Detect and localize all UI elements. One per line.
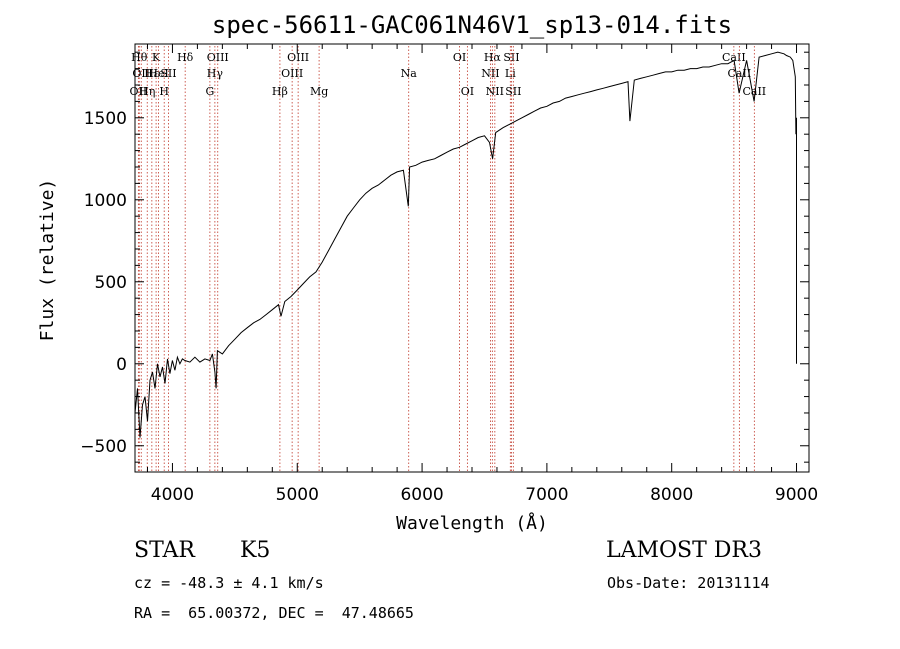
spectral-line-label: OI: [453, 51, 466, 64]
spectral-line-label: Hδ: [177, 51, 194, 64]
y-tick-label: −500: [80, 437, 127, 457]
spectral-line-label: Hγ: [207, 67, 224, 80]
x-tick-label: 8000: [650, 485, 693, 505]
survey-label: LAMOST DR3: [606, 538, 762, 563]
spectral-line-label: Hβ: [272, 85, 288, 98]
spectral-line-label: Hη: [139, 85, 155, 98]
axis-ticks-layer: 4000 5000 6000 7000 8000 9000 −500 0 500 1000 1500: [80, 44, 818, 505]
chart-title: spec-56611-GAC061N46V1_sp13-014.fits: [212, 11, 732, 39]
spectral-line-label: OIII: [281, 67, 303, 80]
spectral-line-label: CaII: [728, 67, 752, 80]
spectral-line-label: OII: [132, 67, 150, 80]
spectral-line-label: HeI: [148, 67, 168, 80]
y-tick-label: 500: [95, 273, 127, 293]
spectral-line-label: CaII: [742, 85, 766, 98]
redshift-text: cz = -48.3 ± 4.1 km/s: [134, 574, 324, 592]
spectral-line-label: CaII: [722, 51, 746, 64]
x-tick-label: 7000: [525, 485, 568, 505]
object-subclass-label: K5: [240, 538, 271, 563]
y-tick-label: 0: [116, 355, 127, 375]
spectrum-series-line: [134, 51, 797, 438]
obs-date-text: Obs-Date: 20131114: [607, 574, 770, 592]
spectral-line-label: OI: [461, 85, 474, 98]
spectral-line-label: OIII: [287, 51, 309, 64]
spectral-line-label: Hε: [144, 67, 160, 80]
spectral-line-label: OII: [130, 85, 148, 98]
spectral-line-label: Hθ: [131, 51, 148, 64]
spectral-line-label: K: [152, 51, 161, 64]
spectral-line-label: G: [205, 85, 214, 98]
x-tick-label: 6000: [400, 485, 443, 505]
x-tick-label: 5000: [276, 485, 319, 505]
spectral-line-label: NII: [481, 67, 499, 80]
object-class-label: STAR: [134, 538, 195, 563]
x-tick-label: 9000: [775, 485, 818, 505]
x-axis-label: Wavelength (Å): [396, 512, 548, 534]
y-tick-label: 1000: [84, 191, 127, 211]
spectral-line-label: H: [159, 85, 169, 98]
spectral-line-label: Na: [401, 67, 418, 80]
y-tick-label: 1500: [84, 109, 127, 129]
plot-frame: [134, 43, 810, 473]
spectral-line-label: SII: [160, 67, 176, 80]
spectral-line-label: SII: [505, 85, 521, 98]
x-tick-label: 4000: [151, 485, 194, 505]
spectral-line-label: SII: [503, 51, 519, 64]
spectral-line-label: Mg: [310, 85, 328, 98]
spectral-line-label: Hα: [484, 51, 502, 64]
spectral-line-label: OIII: [207, 51, 229, 64]
coordinates-text: RA = 65.00372, DEC = 47.48665: [134, 604, 414, 622]
spectral-lines-layer: OIIHθOIIHηHεKHeIHSIIHδGHγOIIIHβOIIIOIIIM…: [130, 46, 766, 472]
spectral-line-label: Li: [505, 67, 516, 80]
y-axis-label: Flux (relative): [37, 179, 58, 342]
spectral-line-label: NII: [486, 85, 504, 98]
